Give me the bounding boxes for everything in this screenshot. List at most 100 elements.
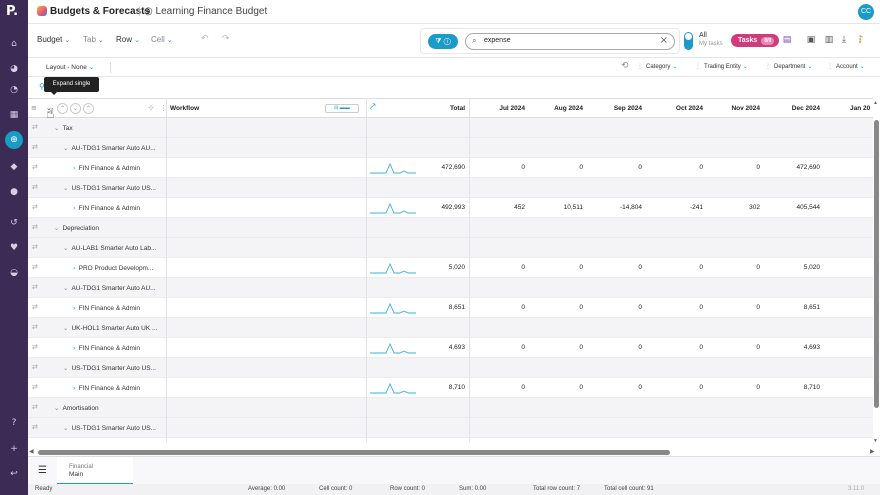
row-label[interactable]: › FIN Finance & Admin	[73, 164, 140, 172]
row-label[interactable]: ⌄ AU-LAB1 Smarter Auto Lab...	[63, 244, 156, 252]
search-input[interactable]: ⌕ expense ×	[465, 33, 675, 50]
row-total[interactable]: 4,693	[448, 344, 465, 351]
row-cell[interactable]: 0	[756, 264, 760, 271]
help-icon[interactable]: ?	[11, 418, 17, 428]
row-cell[interactable]: 8,710	[803, 384, 820, 391]
row-label[interactable]: › FIN Finance & Admin	[73, 204, 140, 212]
row-cell[interactable]: 10,511	[563, 204, 583, 211]
row-cell[interactable]: 0	[699, 304, 703, 311]
chevron-down-icon[interactable]: ⌄	[63, 364, 69, 372]
row-drag-icon[interactable]: ⇄	[32, 303, 38, 311]
row-label[interactable]: ⌄ AU-TDG1 Smarter Auto AU...	[63, 144, 156, 152]
row-cell[interactable]: 0	[638, 384, 642, 391]
row-label[interactable]: ⌄ AU-TDG1 Smarter Auto AU...	[63, 284, 156, 292]
row-drag-icon[interactable]: ⇄	[32, 163, 38, 171]
redo-icon[interactable]: ↷	[222, 34, 230, 44]
row-cell[interactable]: -241	[689, 204, 703, 211]
drag-handle-icon[interactable]: ⋮	[160, 104, 167, 112]
dimension-department[interactable]: ⋮ Department ⌄	[765, 63, 812, 70]
dashboard-icon[interactable]: ◒	[10, 268, 18, 278]
row-cell[interactable]: -14,804	[619, 204, 642, 211]
column-header-sep-2024[interactable]: Sep 2024	[613, 105, 642, 112]
column-header-total[interactable]: Total	[449, 105, 465, 112]
chevron-right-icon[interactable]: ›	[73, 264, 76, 272]
group-row[interactable]: ⇄ ⌄ US-TDG1 Smarter Auto US...	[28, 418, 873, 438]
history-icon[interactable]: ↺	[10, 218, 18, 228]
calculator-icon[interactable]: ▦	[9, 110, 19, 120]
row-cell[interactable]: 0	[579, 304, 583, 311]
scroll-up-icon[interactable]: ▲	[873, 100, 878, 106]
sheet-tab-main[interactable]: Financial Main	[57, 457, 133, 485]
chevron-down-icon[interactable]: ⌄	[63, 284, 69, 292]
dimension-category[interactable]: ⋮ Category ⌄	[637, 63, 677, 70]
user-avatar[interactable]: CC	[858, 4, 874, 20]
column-header-aug-2024[interactable]: Aug 2024	[554, 105, 583, 112]
row-drag-icon[interactable]: ⇄	[32, 323, 38, 331]
group-row[interactable]: ⇄ ⌄ Tax	[28, 118, 873, 138]
chevron-down-icon[interactable]: ⌄	[63, 424, 69, 432]
row-label[interactable]: › PRO Product Developm...	[73, 264, 153, 272]
undo-icon[interactable]: ↶	[201, 34, 209, 44]
layout-selector[interactable]: Layout - None ⌄	[46, 63, 94, 71]
group-row[interactable]: ⇄ ⌄ Amortisation	[28, 398, 873, 418]
row-cell[interactable]: 452	[514, 204, 525, 211]
row-drag-icon[interactable]: ⇄	[32, 383, 38, 391]
group-row[interactable]: ⇄ ⌄ US-TDG1 Smarter Auto US...	[28, 358, 873, 378]
tag-icon[interactable]: ◆	[10, 162, 18, 172]
chevron-down-icon[interactable]: ⌄	[54, 124, 60, 132]
bar-chart-icon[interactable]: ▥	[824, 35, 834, 45]
donut-chart-icon[interactable]: ◔	[10, 85, 18, 95]
horizontal-scroll-thumb[interactable]	[38, 450, 670, 455]
chevron-down-icon[interactable]: ⌄	[63, 244, 69, 252]
row-label[interactable]: › FIN Finance & Admin	[73, 344, 140, 352]
user-icon[interactable]: ●	[10, 187, 18, 197]
chevron-right-icon[interactable]: ›	[73, 304, 76, 312]
row-cell[interactable]: 0	[521, 384, 525, 391]
row-total[interactable]: 492,993	[441, 204, 466, 211]
chevron-right-icon[interactable]: ›	[73, 384, 76, 392]
row-label[interactable]: ⌄ Depreciation	[54, 224, 99, 232]
heart-icon[interactable]: ♥	[9, 243, 19, 253]
chevron-down-icon[interactable]: ⌄	[63, 324, 69, 332]
chevron-down-icon[interactable]: ⌄	[54, 404, 60, 412]
pie-chart-icon[interactable]: ◕	[10, 64, 18, 74]
chevron-right-icon[interactable]: ›	[73, 344, 76, 352]
chevron-down-icon[interactable]: ⌄	[63, 144, 69, 152]
logout-icon[interactable]: ↩	[10, 469, 18, 479]
budget-name[interactable]: ◎ Learning Finance Budget	[144, 6, 268, 17]
chevron-right-icon[interactable]: ›	[73, 204, 76, 212]
table-row[interactable]: ⇄›FIN Finance & Admin2,172000002,172	[28, 438, 873, 442]
planning-icon[interactable]: ⊕	[5, 131, 23, 149]
row-drag-icon[interactable]: ⇄	[32, 123, 38, 131]
column-header-oct-2024[interactable]: Oct 2024	[675, 105, 703, 112]
cell-menu[interactable]: Cell ⌄	[151, 35, 173, 44]
table-row[interactable]: ⇄ › FIN Finance & Admin 8,651 0 0 0 0 0 8,651	[28, 298, 873, 318]
row-cell[interactable]: 0	[579, 344, 583, 351]
row-cell[interactable]: 0	[756, 164, 760, 171]
row-drag-icon[interactable]: ⇄	[32, 283, 38, 291]
row-cell[interactable]: 0	[756, 304, 760, 311]
tab-menu[interactable]: Tab ⌄	[83, 35, 104, 44]
group-row[interactable]: ⇄ ⌄ UK-HOL1 Smarter Auto UK ...	[28, 318, 873, 338]
collapse-all-icon[interactable]: ⌃	[83, 103, 94, 114]
table-row[interactable]: ⇄ › FIN Finance & Admin 8,710 0 0 0 0 0 8,710	[28, 378, 873, 398]
row-drag-icon[interactable]: ⇄	[32, 203, 38, 211]
row-cell[interactable]: 0	[579, 384, 583, 391]
row-drag-icon[interactable]: ⇄	[32, 183, 38, 191]
row-cell[interactable]: 0	[756, 344, 760, 351]
row-menu[interactable]: Row ⌄	[116, 35, 140, 44]
column-header-dec-2024[interactable]: Dec 2024	[791, 105, 820, 112]
expand-single-icon[interactable]: ⌄	[46, 104, 52, 112]
clipboard-icon[interactable]: ▣	[806, 35, 816, 45]
download-icon[interactable]: ⤓	[842, 35, 846, 45]
table-row[interactable]: ⇄ › FIN Finance & Admin 4,693 0 0 0 0 0 4,693	[28, 338, 873, 358]
row-drag-icon[interactable]: ⇄	[32, 143, 38, 151]
row-cell[interactable]: 302	[749, 204, 760, 211]
vertical-scroll-thumb[interactable]	[874, 120, 879, 408]
all-mytasks-toggle[interactable]	[684, 32, 693, 50]
row-cell[interactable]: 0	[638, 164, 642, 171]
column-header-jul-2024[interactable]: Jul 2024	[499, 105, 525, 112]
dimension-account[interactable]: ⋮ Account ⌄	[827, 63, 865, 70]
row-drag-icon[interactable]: ⇄	[32, 423, 38, 431]
row-cell[interactable]: 0	[521, 164, 525, 171]
